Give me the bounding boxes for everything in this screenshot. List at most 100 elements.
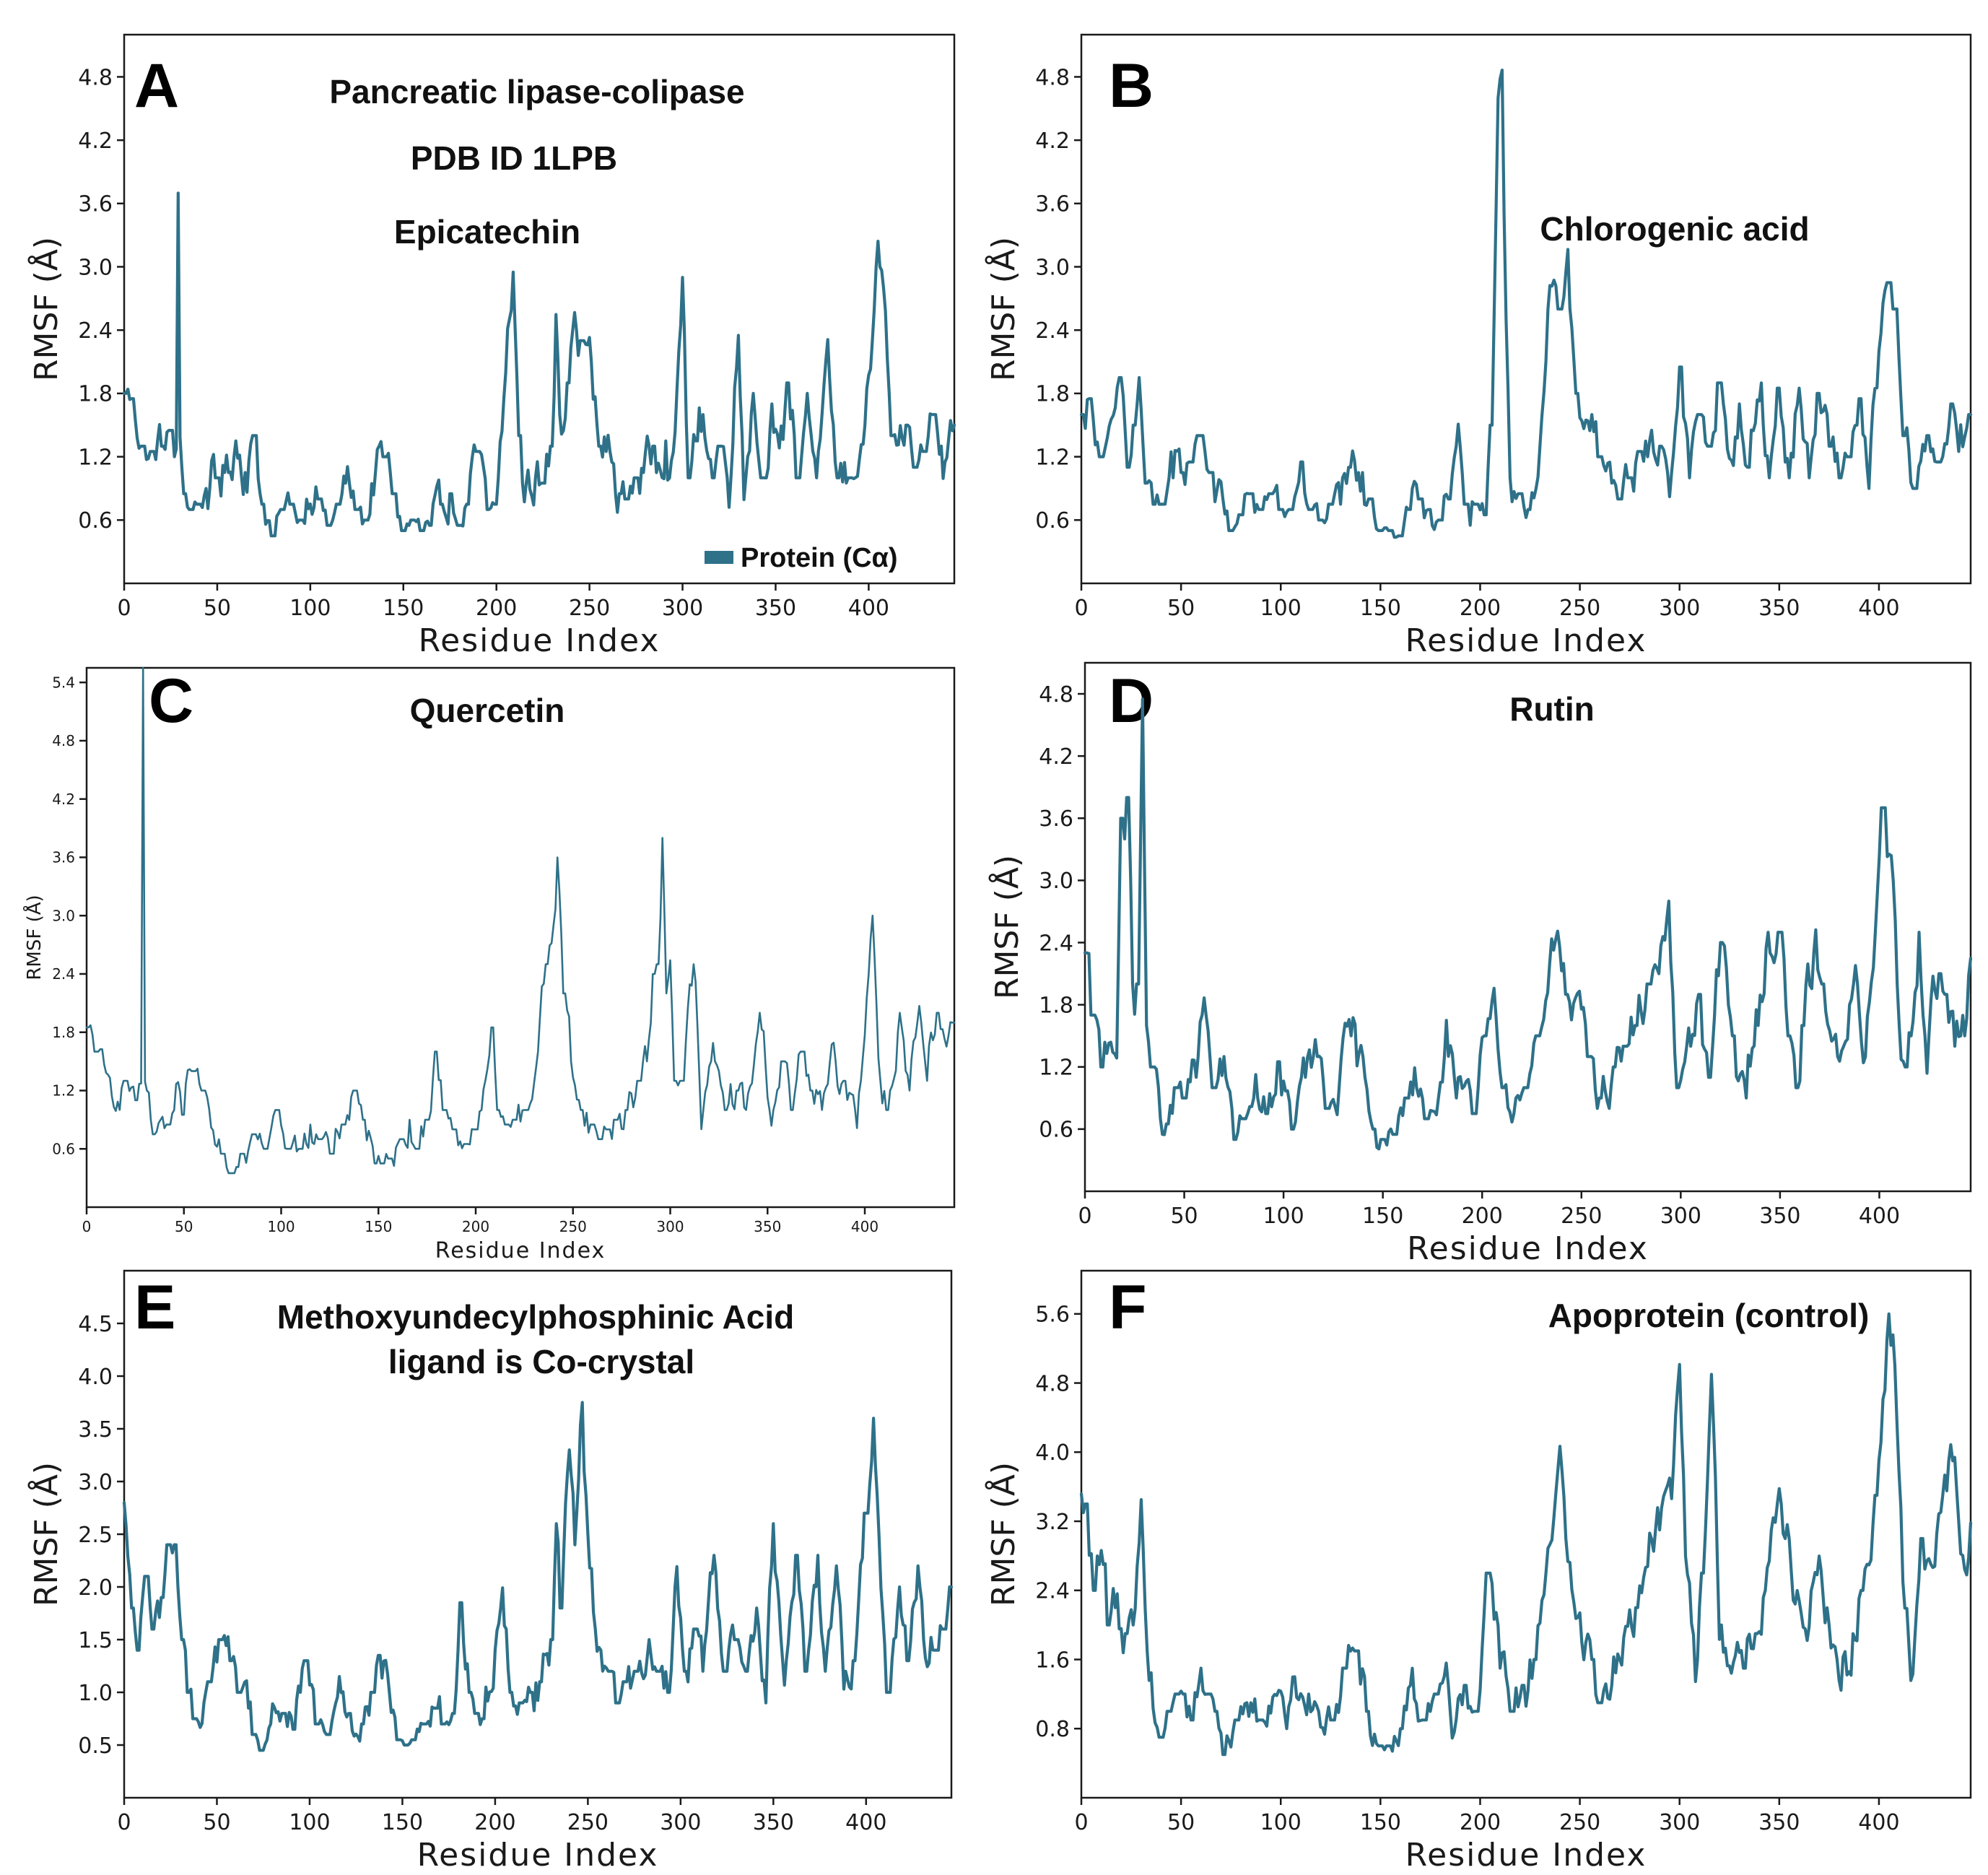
panel-b-rmsf-series <box>1079 68 1973 539</box>
panel-e-plot: 0 50 100 150 200 250 300 350 400 0.5 1.0 1.5 2.0 2.5 3… <box>27 1269 954 1874</box>
panel-d-ytick-label: 1.8 <box>1039 993 1073 1018</box>
panel-d-static: D Rutin <box>1109 666 1595 736</box>
panel-c-xtick-label: 250 <box>559 1218 587 1235</box>
panel-e-title-line2: ligand is Co-crystal <box>388 1343 694 1380</box>
panel-a-xtick-label: 150 <box>383 596 424 621</box>
panel-b-ytick-label: 3.6 <box>1035 192 1070 217</box>
panel-c-ytick-label: 2.4 <box>52 965 75 983</box>
panel-d-ytick-label: 1.2 <box>1039 1056 1073 1081</box>
panel-b-ytick-label: 4.8 <box>1035 65 1070 90</box>
panel-f-xtick-label: 300 <box>1659 1810 1700 1835</box>
panel-a-ytick-label: 1.2 <box>78 445 113 470</box>
panel-e-xtick-label: 250 <box>567 1810 609 1835</box>
legend-label: Protein (Cα) <box>741 543 898 573</box>
panel-c-ytick-label: 1.2 <box>52 1082 75 1100</box>
panel-c-rmsf-series <box>85 666 956 1175</box>
panel-c-plot: 0 50 100 150 200 250 300 350 400 0.6 1.2 1.8 2.4 3.0 3… <box>22 666 956 1263</box>
panel-a-xtick-label: 300 <box>662 596 703 621</box>
panel-d-xtick-label: 400 <box>1859 1204 1900 1229</box>
panel-e-ytick-label: 1.0 <box>78 1681 113 1706</box>
panel-f-ytick-label: 3.2 <box>1035 1510 1070 1535</box>
panel-a-title-pdb: PDB ID 1LPB <box>411 139 617 177</box>
panel-c-xtick-label: 300 <box>656 1218 684 1235</box>
panel-f-xtick-label: 250 <box>1559 1810 1600 1835</box>
panel-e-xlabel: Residue Index <box>417 1837 659 1874</box>
panel-d-rmsf-series <box>1083 697 1973 1151</box>
panel-e-xtick-label: 200 <box>474 1810 515 1835</box>
panel-e-ytick-label: 4.5 <box>78 1312 113 1337</box>
panel-d-xlabel: Residue Index <box>1407 1230 1649 1267</box>
panel-d-ytick-label: 4.8 <box>1039 682 1073 708</box>
panel-a-letter: A <box>134 51 179 121</box>
panel-a-rmsf-series <box>122 191 956 538</box>
panel-b-xtick-label: 250 <box>1559 596 1600 621</box>
panel-e-ytick-label: 2.5 <box>78 1523 113 1548</box>
panel-e-rmsf-series <box>122 1401 954 1752</box>
panel-d-xtick-label: 150 <box>1362 1204 1403 1229</box>
panel-c-xtick-label: 350 <box>754 1218 781 1235</box>
panel-b-ytick-label: 4.2 <box>1035 129 1070 154</box>
panel-a-xlabel: Residue Index <box>419 622 661 659</box>
panel-f-letter: F <box>1109 1273 1147 1342</box>
panel-b-letter: B <box>1109 51 1154 121</box>
panel-f-static: F Apoprotein (control) <box>1109 1273 1869 1342</box>
panel-c-xtick-label: 50 <box>175 1218 193 1235</box>
panel-a-ytick-label: 4.2 <box>78 129 113 154</box>
panel-f-xtick-label: 400 <box>1858 1810 1899 1835</box>
panel-d-ylabel: RMSF (Å) <box>988 855 1026 999</box>
panel-b-ytick-label: 2.4 <box>1035 318 1070 344</box>
panel-e-xtick-label: 300 <box>660 1810 701 1835</box>
panel-e-title-line1: Methoxyundecylphosphinic Acid <box>277 1298 794 1336</box>
panel-e-xtick-label: 0 <box>117 1810 131 1835</box>
panel-f-xtick-label: 100 <box>1260 1810 1302 1835</box>
panel-b-xtick-label: 100 <box>1260 596 1302 621</box>
panel-c-letter: C <box>149 666 193 736</box>
panel-a-ytick-label: 3.0 <box>78 255 113 280</box>
panel-c-ytick-label: 3.0 <box>52 907 75 924</box>
panel-d-ytick-label: 2.4 <box>1039 931 1073 956</box>
panel-c-xtick-label: 150 <box>365 1218 392 1235</box>
panel-c-ytick-label: 4.2 <box>52 791 75 808</box>
panel-f-title-ligand: Apoprotein (control) <box>1548 1297 1870 1334</box>
panel-b-xtick-label: 0 <box>1074 596 1088 621</box>
panel-c-frame <box>85 666 956 1209</box>
panel-b-ytick-label: 3.0 <box>1035 255 1070 280</box>
panel-f-ytick-label: 4.8 <box>1035 1371 1070 1396</box>
panel-f-ytick-label: 1.6 <box>1035 1648 1070 1673</box>
panel-b-frame <box>1080 33 1972 585</box>
panel-c-xtick-label: 0 <box>82 1218 92 1235</box>
panel-f-rmsf-series <box>1079 1312 1973 1757</box>
panel-a-xtick-label: 200 <box>476 596 517 621</box>
panel-c-xlabel: Residue Index <box>435 1238 606 1263</box>
panel-a-ylabel: RMSF (Å) <box>27 237 65 381</box>
panel-d-xtick-label: 300 <box>1660 1204 1701 1229</box>
panel-a-xtick-label: 50 <box>204 596 231 621</box>
panel-f-xlabel: Residue Index <box>1405 1837 1647 1874</box>
panel-b-xtick-label: 300 <box>1659 596 1700 621</box>
panel-c-ylabel: RMSF (Å) <box>22 895 45 980</box>
panel-d-xtick-label: 200 <box>1462 1204 1503 1229</box>
panel-d-plot: 0 50 100 150 200 250 300 350 400 0.6 1.2 1.8 2.4 3.0 3… <box>988 661 1973 1267</box>
panel-e-xtick-label: 350 <box>753 1810 794 1835</box>
panel-d-ytick-label: 0.6 <box>1039 1118 1073 1143</box>
panel-c-ytick-label: 3.6 <box>52 849 75 866</box>
panel-e-ytick-label: 2.0 <box>78 1575 113 1601</box>
panel-d-xtick-label: 250 <box>1561 1204 1602 1229</box>
panel-f-xtick-label: 200 <box>1460 1810 1501 1835</box>
panel-d-letter: D <box>1109 666 1154 736</box>
panel-e-static: E Methoxyundecylphosphinic Acid ligand i… <box>134 1273 794 1380</box>
panel-b-xtick-label: 350 <box>1758 596 1800 621</box>
panel-e-xtick-label: 100 <box>289 1810 330 1835</box>
panel-b-xlabel: Residue Index <box>1405 622 1647 659</box>
panel-d-ytick-label: 4.2 <box>1039 744 1073 770</box>
panel-f-xtick-label: 50 <box>1167 1810 1195 1835</box>
panel-b-xtick-label: 150 <box>1360 596 1401 621</box>
panel-b-plot: 0 50 100 150 200 250 300 350 400 0.6 1.2 1.8 2.4 3.0 3… <box>984 33 1973 659</box>
panel-f-xtick-label: 150 <box>1360 1810 1401 1835</box>
panel-e-xtick-label: 150 <box>382 1810 423 1835</box>
panel-d-ytick-label: 3.6 <box>1039 806 1073 832</box>
panel-f-ytick-label: 2.4 <box>1035 1579 1070 1604</box>
panel-a-xtick-label: 250 <box>569 596 610 621</box>
panel-b-xtick-label: 400 <box>1858 596 1899 621</box>
